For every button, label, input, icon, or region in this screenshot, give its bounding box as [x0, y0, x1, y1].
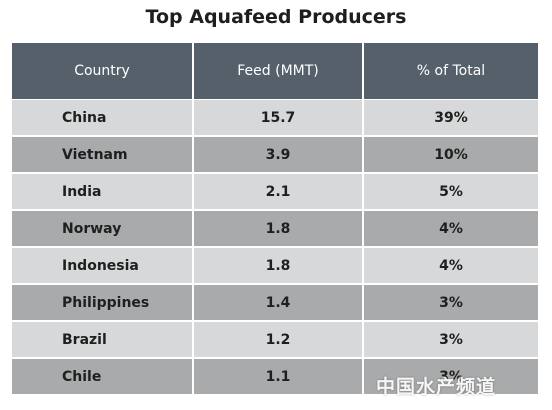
percent-cell: 3% [364, 359, 538, 394]
percent-cell: 5% [364, 174, 538, 209]
country-cell: Brazil [12, 322, 194, 357]
table-row: Indonesia 1.8 4% [12, 248, 538, 285]
table-row: China 15.7 39% [12, 100, 538, 137]
table-row: Brazil 1.2 3% [12, 322, 538, 359]
percent-cell: 3% [364, 285, 538, 320]
table-row: Norway 1.8 4% [12, 211, 538, 248]
watermark-logo: 中国水产频道 [376, 376, 497, 398]
producers-table: Country Feed (MMT) % of Total China 15.7… [12, 43, 538, 400]
percent-cell: 39% [364, 100, 538, 135]
table-row: Chile 1.1 3% [12, 359, 538, 394]
country-cell: Indonesia [12, 248, 194, 283]
country-cell: Philippines [12, 285, 194, 320]
feed-cell: 1.8 [194, 211, 364, 246]
column-header-feed: Feed (MMT) [194, 43, 364, 99]
table-body: China 15.7 39% Vietnam 3.9 10% India 2.1… [12, 100, 538, 394]
feed-cell: 1.8 [194, 248, 364, 283]
table-row: Philippines 1.4 3% [12, 285, 538, 322]
percent-cell: 3% [364, 322, 538, 357]
percent-cell: 4% [364, 211, 538, 246]
table-row: Vietnam 3.9 10% [12, 137, 538, 174]
country-cell: India [12, 174, 194, 209]
country-cell: China [12, 100, 194, 135]
feed-cell: 2.1 [194, 174, 364, 209]
column-header-country: Country [12, 43, 194, 99]
feed-cell: 1.4 [194, 285, 364, 320]
percent-cell: 10% [364, 137, 538, 172]
country-cell: Chile [12, 359, 194, 394]
table-title: Top Aquafeed Producers [145, 6, 407, 28]
feed-cell: 15.7 [194, 100, 364, 135]
country-cell: Norway [12, 211, 194, 246]
feed-cell: 1.2 [194, 322, 364, 357]
percent-cell: 4% [364, 248, 538, 283]
country-cell: Vietnam [12, 137, 194, 172]
feed-cell: 3.9 [194, 137, 364, 172]
feed-cell: 1.1 [194, 359, 364, 394]
column-header-percent: % of Total [364, 43, 538, 99]
table-row: India 2.1 5% [12, 174, 538, 211]
table-header-row: Country Feed (MMT) % of Total [12, 43, 538, 99]
